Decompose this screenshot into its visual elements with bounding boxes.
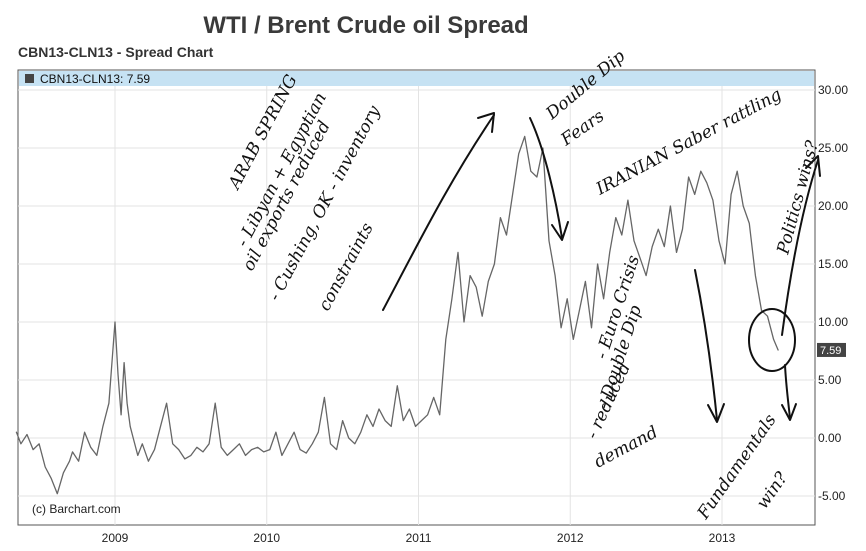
arrowhead-down-euro: [707, 403, 725, 423]
arrowhead-down-double-dip: [551, 221, 569, 241]
arrowhead-up-2011: [477, 112, 495, 133]
grid-lines: [18, 86, 815, 525]
y-tick-label: 0.00: [818, 431, 842, 445]
y-tick-label: 25.00: [818, 141, 848, 155]
chart-subtitle: CBN13-CLN13 - Spread Chart: [18, 44, 214, 60]
x-tick-label: 2009: [102, 531, 129, 545]
spread-series-line: [15, 135, 779, 495]
arrowhead-up-politics: [805, 155, 821, 177]
y-tick-label: 20.00: [818, 199, 848, 213]
arrowhead-down-fundamentals: [781, 403, 797, 421]
last-value-tag: [817, 342, 846, 357]
arrow-down-euro: [694, 269, 718, 421]
chart-title: WTI / Brent Crude oil Spread: [203, 12, 528, 39]
y-axis: 30.00 25.00 20.00 15.00 10.00 5.00 0.00 -5.00: [818, 83, 848, 503]
plot-area: [17, 69, 816, 526]
x-axis: 2009 2010 2011 2012 2013: [102, 531, 736, 545]
circle-highlight: [748, 308, 796, 372]
y-tick-label: 30.00: [818, 83, 848, 97]
y-tick-label: 10.00: [818, 315, 848, 329]
y-tick-label: 5.00: [818, 373, 842, 387]
y-tick-label: 15.00: [818, 257, 848, 271]
legend-bar: [19, 71, 814, 86]
credit-label: (c) Barchart.com: [32, 502, 121, 516]
arrow-up-2011: [382, 114, 495, 311]
x-tick-label: 2010: [253, 531, 280, 545]
x-tick-label: 2013: [709, 531, 736, 545]
x-tick-label: 2012: [557, 531, 584, 545]
arrow-down-double-dip: [529, 117, 563, 239]
last-value-label: 7.59: [820, 345, 841, 357]
arrow-down-fundamentals: [784, 364, 791, 419]
x-tick-label: 2011: [406, 531, 432, 545]
y-tick-label: -5.00: [818, 489, 846, 503]
arrow-up-politics: [781, 159, 819, 336]
legend-label: CBN13-CLN13: 7.59: [40, 72, 150, 86]
legend-swatch: [25, 74, 34, 83]
